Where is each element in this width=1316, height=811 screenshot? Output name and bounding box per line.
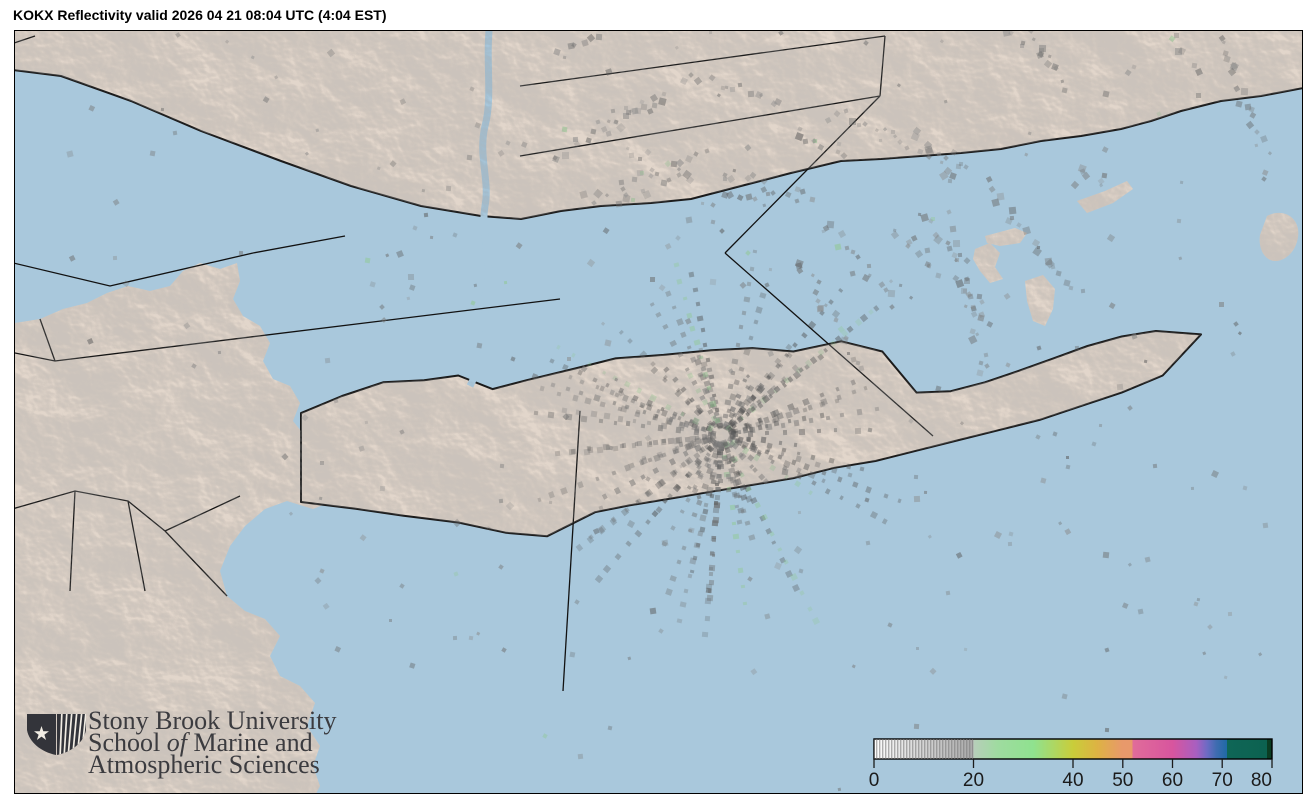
svg-text:50: 50 [1112, 770, 1133, 791]
svg-text:0: 0 [869, 770, 880, 791]
svg-text:70: 70 [1212, 770, 1233, 791]
svg-text:80: 80 [1251, 770, 1272, 791]
svg-text:60: 60 [1162, 770, 1183, 791]
svg-text:40: 40 [1062, 770, 1083, 791]
svg-text:20: 20 [963, 770, 984, 791]
